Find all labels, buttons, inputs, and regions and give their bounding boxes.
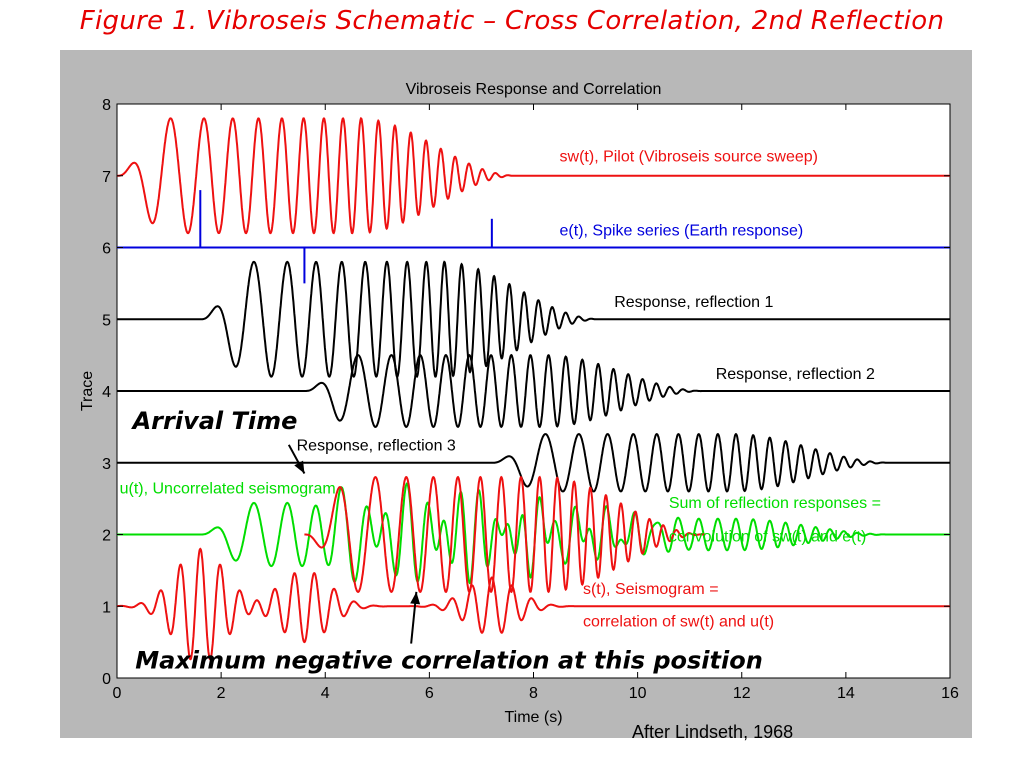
series-label-10: correlation of sw(t) and u(t) (583, 613, 774, 630)
x-tick-label-5: 10 (629, 685, 647, 702)
x-axis-label: Time (s) (504, 709, 562, 726)
annotation-2: Maximum negative correlation at this pos… (135, 647, 763, 675)
trace-7 (117, 547, 950, 661)
y-tick-label-3: 3 (102, 456, 111, 473)
y-tick-label-8: 8 (102, 97, 111, 114)
y-tick-label-4: 4 (102, 384, 111, 401)
y-tick-label-5: 5 (102, 312, 111, 329)
x-tick-label-6: 12 (733, 685, 751, 702)
trace-1 (117, 116, 950, 235)
x-tick-label-4: 8 (529, 685, 538, 702)
annotation-arrowhead-1 (294, 460, 305, 474)
chart-title: Vibroseis Response and Correlation (406, 81, 662, 98)
credit-text: After Lindseth, 1968 (632, 722, 794, 742)
series-label-3: Response, reflection 1 (614, 294, 773, 311)
x-tick-label-8: 16 (941, 685, 959, 702)
series-label-7: Sum of reflection responses = (669, 495, 881, 512)
x-tick-label-2: 4 (321, 685, 330, 702)
series-label-2: e(t), Spike series (Earth response) (560, 222, 804, 239)
series-label-9: s(t), Seismogram = (583, 581, 719, 598)
series-label-4: Response, reflection 2 (716, 366, 875, 383)
y-tick-label-6: 6 (102, 241, 111, 258)
series-label-5: Response, reflection 3 (297, 438, 456, 455)
trace-8 (304, 475, 706, 594)
y-tick-label-1: 1 (102, 599, 111, 616)
y-tick-label-7: 7 (102, 169, 111, 186)
trace-3 (117, 260, 950, 378)
traces-group (117, 116, 950, 661)
x-tick-label-7: 14 (837, 685, 855, 702)
figure-title: Figure 1. Vibroseis Schematic – Cross Co… (79, 6, 945, 36)
y-tick-label-0: 0 (102, 671, 111, 688)
annotation-1: Arrival Time (131, 407, 298, 435)
y-axis-label: Trace (79, 371, 96, 411)
series-label-1: sw(t), Pilot (Vibroseis source sweep) (560, 148, 818, 165)
x-tick-label-1: 2 (217, 685, 226, 702)
trace-4 (117, 353, 950, 429)
annotation-arrowhead-2 (410, 591, 421, 605)
series-label-6: u(t), Uncorrelated seismogram (120, 481, 336, 498)
trace-5 (117, 432, 950, 493)
x-tick-label-3: 6 (425, 685, 434, 702)
x-tick-label-0: 0 (113, 685, 122, 702)
series-label-8: convolution of sw(t) and e(t) (669, 529, 866, 546)
y-tick-label-2: 2 (102, 528, 111, 545)
